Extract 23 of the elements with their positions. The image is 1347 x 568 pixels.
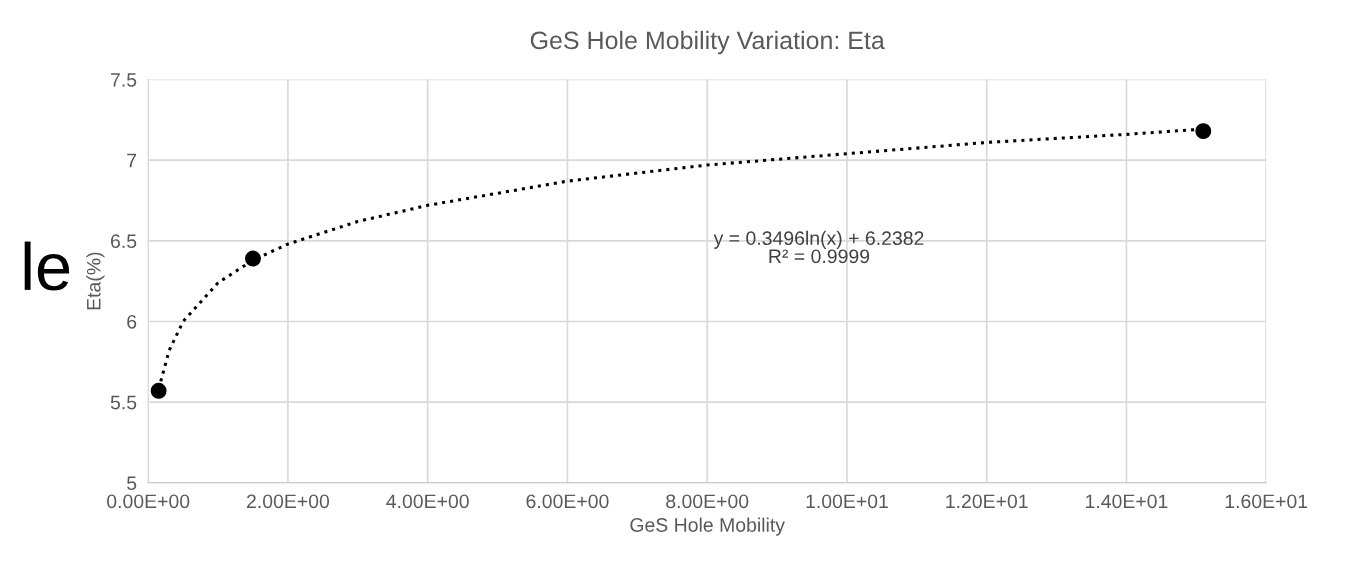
point [150, 382, 167, 399]
y-tick-label: 7 [127, 153, 137, 168]
point [245, 250, 261, 267]
y-axis-title: Eta(%) [86, 252, 105, 310]
text: le [24, 241, 70, 291]
x-axis-title: GeS Hole Mobility [630, 517, 785, 536]
annotation: y = 0.3496ln(x) + 6.2382 R² = 0.9999 [713, 230, 924, 264]
chart-title: GeS Hole Mobility Variation: Eta [530, 30, 885, 55]
x-tick-label: 0.00E+00 [107, 494, 190, 509]
x-tick-label: 2.00E+00 [247, 494, 330, 509]
point [1195, 123, 1212, 140]
x-tick-label: 1.60E+01 [1225, 494, 1308, 509]
x-tick-label: 1.40E+01 [1086, 494, 1168, 509]
y-tick-label: 6.5 [111, 234, 137, 249]
x-tick-label: 8.00E+00 [666, 494, 749, 509]
y-tick-label: 7.5 [111, 73, 137, 87]
y-tick-label: 5.5 [110, 395, 137, 410]
y-tick-label: 5 [127, 476, 137, 491]
y-tick-label: 6 [127, 314, 137, 329]
x-tick-label: 6.00E+00 [526, 494, 609, 509]
x-tick-label: 4.00E+00 [386, 494, 469, 509]
x-tick-label: 1.00E+01 [806, 494, 888, 509]
x-tick-label: 1.20E+01 [946, 494, 1028, 509]
